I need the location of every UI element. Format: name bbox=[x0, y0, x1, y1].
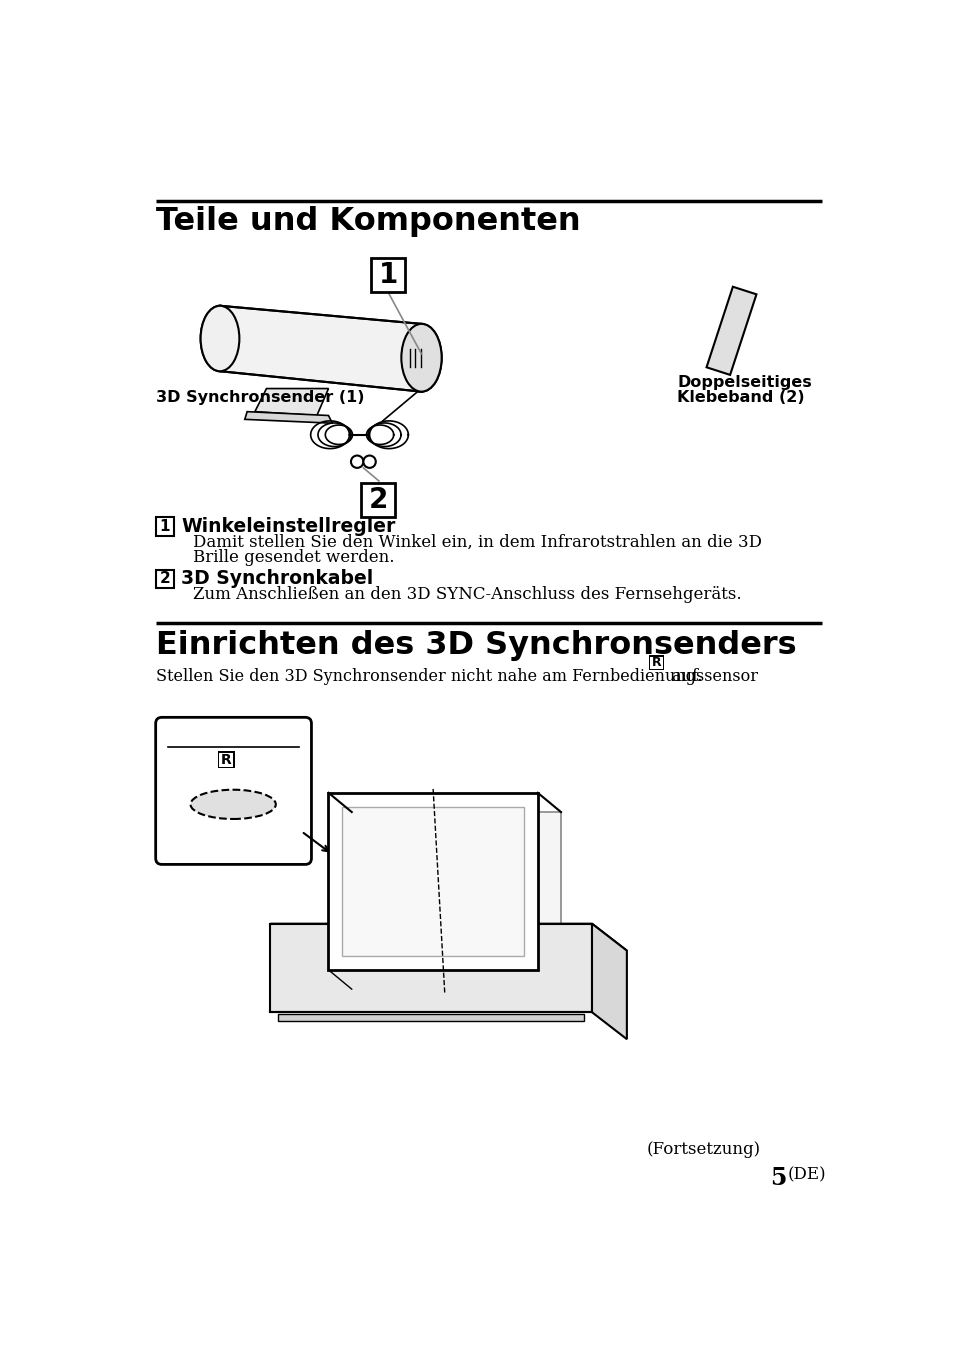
Text: Damit stellen Sie den Winkel ein, in dem Infrarotstrahlen an die 3D: Damit stellen Sie den Winkel ein, in dem… bbox=[193, 534, 761, 551]
Text: Stellen Sie den 3D Synchronsender nicht nahe am Fernbedienungssensor: Stellen Sie den 3D Synchronsender nicht … bbox=[155, 668, 757, 685]
Text: 3D Synchronkabel: 3D Synchronkabel bbox=[181, 569, 374, 589]
Text: 1: 1 bbox=[378, 261, 397, 289]
Bar bbox=[278, 1014, 583, 1021]
Text: Brille gesendet werden.: Brille gesendet werden. bbox=[193, 550, 394, 566]
Text: (Fortsetzung): (Fortsetzung) bbox=[645, 1141, 760, 1158]
Bar bbox=[155, 569, 174, 588]
Text: Zum Anschließen an den 3D SYNC-Anschluss des Fernsehgeräts.: Zum Anschließen an den 3D SYNC-Anschluss… bbox=[193, 586, 740, 604]
Circle shape bbox=[351, 456, 363, 468]
Text: Klebeband (2): Klebeband (2) bbox=[677, 390, 804, 405]
Bar bbox=[219, 753, 233, 767]
Polygon shape bbox=[220, 305, 422, 324]
Bar bbox=[386, 919, 479, 928]
Ellipse shape bbox=[191, 790, 275, 819]
FancyBboxPatch shape bbox=[395, 929, 466, 948]
Text: 2: 2 bbox=[159, 572, 171, 586]
Polygon shape bbox=[592, 924, 626, 1040]
FancyBboxPatch shape bbox=[155, 717, 311, 865]
Polygon shape bbox=[245, 412, 332, 424]
Text: R: R bbox=[651, 656, 660, 670]
Bar bbox=[648, 655, 663, 670]
Text: Teile und Komponenten: Teile und Komponenten bbox=[155, 206, 579, 237]
Polygon shape bbox=[220, 305, 421, 391]
Text: (DE): (DE) bbox=[786, 1166, 825, 1184]
Circle shape bbox=[363, 456, 375, 468]
Bar bbox=[155, 516, 174, 535]
Polygon shape bbox=[270, 924, 626, 951]
Ellipse shape bbox=[401, 324, 441, 391]
Polygon shape bbox=[254, 389, 328, 416]
Text: 3D Synchronsender (1): 3D Synchronsender (1) bbox=[155, 390, 364, 405]
Bar bbox=[649, 656, 661, 668]
Bar bbox=[360, 483, 395, 516]
Text: 1: 1 bbox=[159, 519, 170, 534]
Polygon shape bbox=[328, 792, 537, 970]
Polygon shape bbox=[706, 286, 756, 375]
Text: R: R bbox=[220, 753, 232, 767]
Text: 5: 5 bbox=[769, 1166, 786, 1190]
Ellipse shape bbox=[200, 305, 239, 371]
Text: 2: 2 bbox=[368, 486, 387, 514]
Text: Doppelseitiges: Doppelseitiges bbox=[677, 375, 811, 390]
Ellipse shape bbox=[200, 305, 239, 371]
Bar bbox=[217, 752, 234, 768]
Polygon shape bbox=[352, 812, 560, 989]
Bar bbox=[342, 807, 523, 956]
Bar bbox=[371, 258, 405, 292]
Text: auf.: auf. bbox=[666, 668, 702, 685]
Text: Winkeleinstellregler: Winkeleinstellregler bbox=[181, 516, 395, 537]
Ellipse shape bbox=[401, 324, 441, 391]
Bar bbox=[270, 924, 592, 1013]
Text: Einrichten des 3D Synchronsenders: Einrichten des 3D Synchronsenders bbox=[155, 629, 796, 660]
